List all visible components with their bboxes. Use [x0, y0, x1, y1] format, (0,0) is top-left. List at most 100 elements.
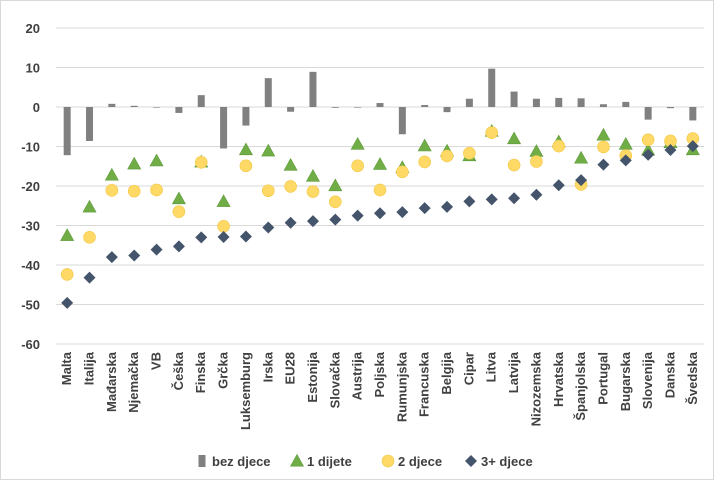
point-1-dijete [171, 191, 186, 205]
point-3-plus-djece [284, 216, 297, 229]
y-tick-label: -50 [21, 298, 40, 313]
x-tick-label: Italija [82, 351, 97, 385]
x-tick-label: Portugal [595, 352, 610, 405]
bar-bez-djece [689, 107, 697, 121]
x-tick-label: Slovenija [640, 351, 655, 409]
bar-bez-djece [577, 98, 585, 107]
point-1-dijete [305, 169, 320, 182]
legend-item-3-plus-djece: 3+ djece [465, 454, 533, 469]
bar-bez-djece [331, 107, 339, 108]
point-1-dijete [596, 127, 611, 141]
point-3-plus-djece [128, 249, 141, 262]
gridlines [56, 27, 704, 345]
y-tick-label: -10 [21, 140, 40, 155]
x-tick-label: Finska [193, 351, 208, 393]
y-tick-label: -60 [21, 337, 40, 352]
point-3-plus-djece [217, 230, 230, 243]
bar-bez-djece [63, 107, 71, 156]
x-tick-label: Luksemburg [238, 352, 253, 430]
point-3-plus-djece [664, 144, 677, 157]
point-3-plus-djece [441, 200, 454, 213]
x-tick-label: Estonija [305, 351, 320, 402]
x-tick-label: Bugarska [618, 351, 633, 411]
point-2-djece [552, 139, 566, 153]
bar-bez-djece [532, 98, 540, 107]
point-1-dijete [618, 137, 633, 150]
x-tick-label: VB [149, 352, 164, 370]
legend-item-2-djece: 2 djece [381, 454, 442, 469]
point-1-dijete [328, 178, 343, 192]
point-3-plus-djece [530, 188, 543, 201]
point-2-djece [306, 185, 320, 198]
legend-marker [465, 455, 477, 467]
bar-bez-djece [465, 98, 473, 107]
point-2-djece [194, 156, 208, 169]
point-1-dijete [283, 157, 298, 171]
y-tick-label: -40 [21, 258, 40, 273]
y-tick-label: 20 [26, 21, 40, 36]
legend-marker [289, 453, 305, 467]
point-2-djece [284, 180, 297, 193]
legend-marker [198, 455, 206, 467]
bar-bez-djece [220, 107, 228, 149]
point-3-plus-djece [306, 215, 319, 228]
point-3-plus-djece [61, 296, 74, 309]
x-tick-label: Češka [171, 351, 186, 390]
bar-bez-djece [398, 107, 406, 135]
series-bez-djece [63, 68, 697, 156]
point-3-plus-djece [83, 271, 96, 284]
x-tick-label: Nizozemska [528, 351, 543, 426]
point-1-dijete [372, 157, 388, 170]
point-3-plus-djece [239, 230, 252, 243]
point-2-djece [329, 195, 342, 209]
bar-bez-djece [599, 104, 607, 107]
point-2-djece [172, 205, 186, 218]
point-1-dijete [417, 138, 432, 152]
x-axis-ticks: Malta Italija Mađarska Njemačka VB Češka Finsk… [59, 351, 700, 430]
x-tick-label: Slovačka [327, 351, 342, 408]
x-tick-label: Rumunjska [394, 351, 409, 422]
point-3-plus-djece [597, 158, 610, 171]
legend-label: 1 dijete [307, 454, 352, 469]
point-3-plus-djece [150, 243, 163, 256]
bar-bez-djece [488, 68, 496, 107]
legend-item-bez-djece: bez djece [198, 454, 271, 469]
point-3-plus-djece [396, 206, 409, 219]
bar-bez-djece [354, 107, 362, 108]
point-2-djece [127, 184, 141, 198]
bar-bez-djece [622, 101, 630, 107]
legend: bez djece 1 dijete 2 djece 3+ djece [198, 453, 533, 469]
y-tick-label: -30 [21, 219, 40, 234]
point-1-dijete [261, 143, 276, 157]
point-1-dijete [574, 150, 589, 164]
point-3-plus-djece [575, 174, 588, 187]
y-tick-label: -20 [21, 179, 40, 194]
point-2-djece [597, 140, 610, 154]
x-tick-label: Švedska [685, 351, 700, 405]
y-axis-ticks: 20 10 0 -10 -20 -30 -40 -50 -60 [21, 21, 40, 352]
bar-bez-djece [644, 107, 652, 120]
y-tick-label: 0 [33, 100, 40, 115]
bar-bez-djece [287, 107, 295, 112]
bar-bez-djece [264, 78, 272, 107]
x-tick-label: Njemačka [126, 351, 141, 412]
point-2-djece [485, 126, 499, 139]
bar-bez-djece [175, 107, 183, 113]
x-tick-label: Danska [662, 351, 677, 398]
bar-bez-djece [376, 103, 384, 107]
point-1-dijete [82, 199, 97, 213]
point-2-djece [60, 268, 74, 281]
bar-bez-djece [555, 97, 563, 107]
bar-bez-djece [130, 105, 138, 107]
x-tick-label: Irska [260, 351, 275, 382]
point-2-djece [261, 184, 275, 198]
point-1-dijete [507, 131, 522, 145]
legend-label: 2 djece [398, 454, 442, 469]
point-2-djece [418, 155, 431, 169]
bar-bez-djece [153, 107, 161, 108]
point-3-plus-djece [508, 192, 521, 205]
point-1-dijete [350, 137, 365, 150]
point-3-plus-djece [619, 154, 632, 167]
